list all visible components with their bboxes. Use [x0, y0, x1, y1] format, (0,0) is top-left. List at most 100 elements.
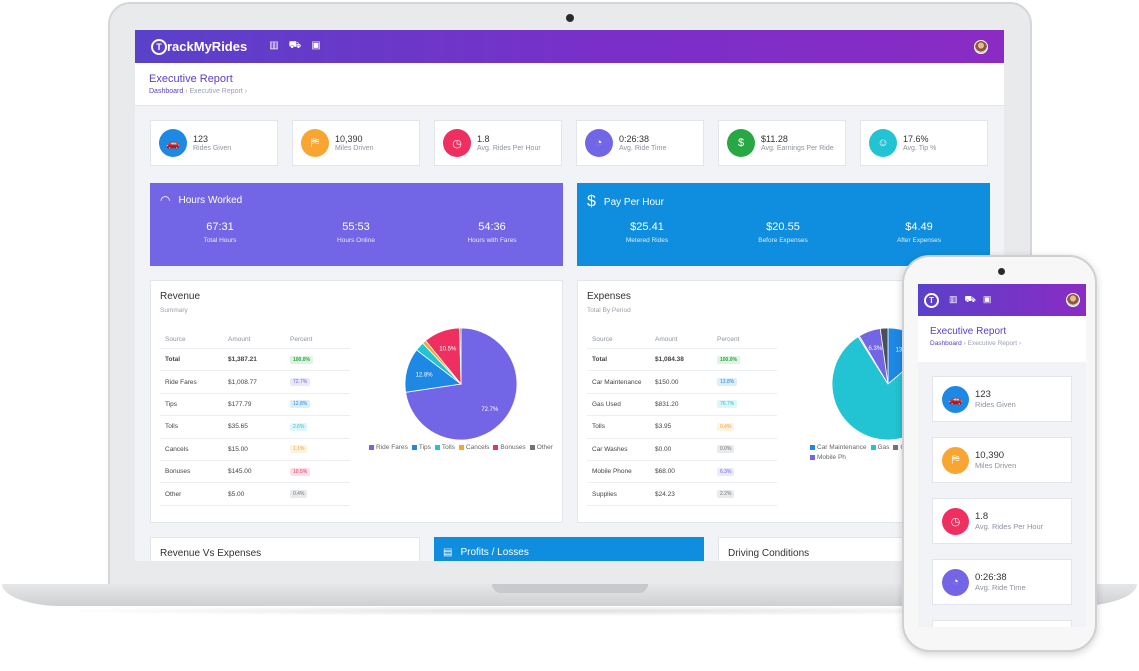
driving-conditions-title: Driving Conditions	[728, 548, 810, 559]
money-icon[interactable]: ▣	[311, 40, 321, 51]
legend-item[interactable]: Tips	[411, 443, 431, 453]
pie-data-label: 72.7%	[481, 407, 499, 413]
profits-losses-card[interactable]: ▤ Profits / Losses	[434, 537, 704, 561]
breadcrumb-dashboard[interactable]: Dashboard	[930, 340, 962, 347]
row-source: Car Maintenance	[592, 378, 642, 386]
legend-item[interactable]: Other	[529, 443, 553, 453]
percent-badge: 13.8%	[717, 378, 738, 387]
pie-slice-other[interactable]	[459, 327, 462, 385]
row-amount: $1,387.21	[228, 356, 257, 364]
pie-data-label: 6.3%	[869, 346, 883, 352]
row-source: Tips	[165, 400, 178, 408]
laptop-notch	[492, 584, 648, 593]
row-percent: 72.7%	[290, 378, 350, 387]
stat-value: 1.8	[477, 133, 490, 144]
stat-text: 1.8 Avg. Rides Per Hour	[975, 511, 1043, 531]
phone-camera	[998, 268, 1005, 275]
legend-item[interactable]: Gas	[870, 443, 890, 453]
row-amount: $177.79	[228, 400, 252, 408]
row-amount: $5.00	[228, 490, 245, 498]
row-amount: $24.23	[655, 490, 675, 498]
row-percent: 2.6%	[290, 422, 350, 431]
stat-value: 1.8	[975, 511, 989, 522]
desktop-screen: T rackMyRides ▥ ⛟ ▣ Executive Report Das…	[135, 30, 1004, 561]
dollar-icon: $	[727, 129, 755, 157]
camera-dot	[566, 14, 574, 22]
stat-text: $11.28 Avg. Earnings Per Ride	[761, 134, 834, 153]
phone-stat-card[interactable]	[932, 620, 1072, 627]
breadcrumb-current: Executive Report	[189, 88, 243, 95]
row-amount: $3.95	[655, 423, 672, 431]
legend-item[interactable]: Tolls	[434, 443, 455, 453]
revenue-vs-expenses-card[interactable]: Revenue Vs Expenses	[150, 537, 420, 561]
row-source: Bonuses	[165, 468, 191, 476]
stat-card[interactable]: 🚗 123 Rides Given	[150, 120, 278, 166]
phone-screen: T ▥ ⛟ ▣ Executive Report Dashboard › Exe…	[918, 284, 1086, 627]
legend-label: Mobile Ph	[817, 454, 846, 461]
percent-badge: 6.3%	[717, 467, 735, 476]
legend-item[interactable]: Mobile Ph	[810, 453, 846, 463]
car-icon[interactable]: ⛟	[964, 294, 976, 304]
row-percent: 100.0%	[717, 355, 777, 364]
stat-value: 10,390	[975, 450, 1005, 461]
phone-logo[interactable]: T	[924, 292, 939, 308]
row-source: Mobile Phone	[592, 468, 632, 476]
table-row: Other $5.00 0.4%	[160, 483, 350, 506]
percent-badge: 1.1%	[290, 445, 308, 454]
hours-fares-label: Hours with Fares	[467, 237, 517, 244]
wallet-icon: ▤	[443, 547, 453, 558]
avatar[interactable]	[974, 39, 988, 54]
stopwatch-icon: ◔	[942, 568, 969, 596]
car-icon[interactable]: ⛟	[288, 40, 302, 51]
top-bar: T rackMyRides ▥ ⛟ ▣	[135, 30, 1004, 63]
stat-card[interactable]: ☺ 17.6% Avg. Tip %	[860, 120, 988, 166]
legend-label: Bonuses	[500, 444, 526, 451]
revenue-table: Source Amount Percent Total $1,387.21 100.0% R…	[160, 331, 350, 506]
legend-label: Gas	[877, 444, 890, 451]
percent-badge: 2.6%	[290, 422, 308, 431]
car-icon: 🚗	[942, 385, 969, 413]
stat-label: Avg. Rides Per Hour	[477, 144, 541, 152]
stat-label: Rides Given	[193, 144, 232, 152]
row-amount: $1,008.77	[228, 378, 257, 386]
stat-card[interactable]: ◔ 0:26:38 Avg. Ride Time	[576, 120, 704, 166]
row-amount: $150.00	[655, 378, 679, 386]
legend-item[interactable]: Car Maintenance	[810, 443, 867, 453]
stat-card[interactable]: ◷ 1.8 Avg. Rides Per Hour	[434, 120, 562, 166]
phone-avatar[interactable]	[1066, 293, 1080, 307]
phone-stat-card[interactable]: ⛿ 10,390 Miles Driven	[932, 437, 1072, 483]
bar-chart-icon[interactable]: ▥	[949, 294, 958, 304]
phone-stat-card[interactable]: 🚗 123 Rides Given	[932, 376, 1072, 422]
logo[interactable]: T rackMyRides	[151, 38, 247, 55]
phone-top-bar: T ▥ ⛟ ▣	[918, 284, 1086, 316]
legend-item[interactable]: Cancels	[458, 443, 490, 453]
breadcrumb-dashboard[interactable]: Dashboard	[149, 88, 184, 95]
stat-label: Miles Driven	[975, 461, 1017, 470]
stat-card[interactable]: $ $11.28 Avg. Earnings Per Ride	[718, 120, 846, 166]
phone-stat-card[interactable]: ◔ 0:26:38 Avg. Ride Time	[932, 559, 1072, 605]
row-amount: $15.00	[228, 445, 248, 453]
stat-value: 0:26:38	[975, 572, 1007, 583]
pie-slice-supplies[interactable]	[879, 327, 889, 385]
legend-item[interactable]: Ride Fares	[369, 443, 408, 453]
phone-stat-card[interactable]: ◷ 1.8 Avg. Rides Per Hour	[932, 498, 1072, 544]
stat-card[interactable]: ⛿ 10,390 Miles Driven	[292, 120, 420, 166]
bar-chart-icon[interactable]: ▥	[269, 40, 279, 51]
column-header: Percent	[290, 336, 313, 343]
table-row: Total $1,387.21 100.0%	[160, 349, 350, 372]
row-percent: 6.3%	[717, 467, 777, 476]
percent-badge: 2.2%	[717, 490, 735, 499]
legend-label: Cancels	[465, 444, 490, 451]
stat-label: Avg. Ride Time	[619, 144, 667, 152]
legend-swatch	[411, 444, 417, 450]
laptop-base	[2, 584, 1137, 606]
table-row: Ride Fares $1,008.77 72.7%	[160, 371, 350, 394]
column-header: Amount	[228, 336, 251, 343]
legend-item[interactable]: Bonuses	[493, 443, 526, 453]
stat-label: Miles Driven	[335, 144, 374, 152]
hours-online-label: Hours Online	[337, 237, 375, 244]
revenue-subtitle: Summary	[160, 307, 188, 314]
money-icon[interactable]: ▣	[982, 294, 992, 304]
table-row: Tolls $3.95 0.4%	[587, 416, 777, 439]
table-header: Source Amount Percent	[160, 331, 350, 349]
